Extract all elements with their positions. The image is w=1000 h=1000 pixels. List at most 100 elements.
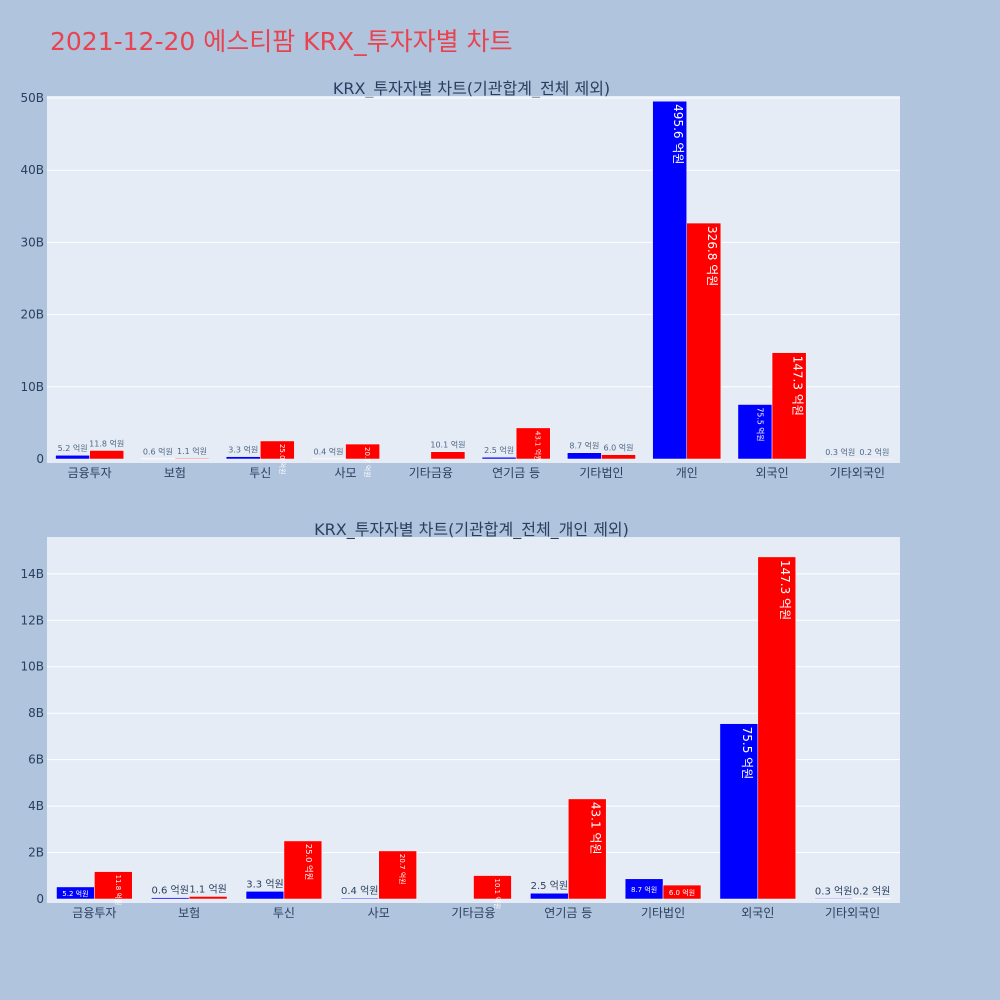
- data-label: 3.3 억원: [246, 878, 283, 890]
- y-tick-label: 20B: [20, 308, 44, 322]
- x-tick-label: 기타법인: [579, 466, 623, 480]
- data-label: 75.5 억원: [740, 727, 754, 780]
- data-label: 8.7 억원: [631, 885, 657, 894]
- bar: [568, 798, 607, 900]
- y-tick-label: 4B: [28, 799, 44, 813]
- bar: [737, 404, 773, 460]
- bar: [601, 454, 636, 460]
- bar: [378, 850, 417, 900]
- data-label: 10.1 억원: [430, 440, 465, 450]
- bar: [174, 457, 210, 460]
- data-label: 25.0 억원: [278, 444, 287, 475]
- bar: [89, 450, 125, 460]
- data-label: 495.6 억원: [671, 104, 685, 164]
- x-tick-label: 금융투자: [72, 906, 116, 920]
- bar: [757, 556, 796, 900]
- bar: [225, 456, 261, 460]
- data-label: 147.3 억원: [790, 356, 804, 416]
- plot-area: [47, 96, 900, 463]
- data-label: 20.7 억원: [398, 854, 407, 885]
- data-label: 6.0 억원: [604, 443, 634, 453]
- x-tick-label: 기타금융: [451, 906, 495, 920]
- data-label: 43.1 억원: [588, 802, 602, 855]
- data-label: 0.4 억원: [313, 447, 343, 457]
- x-tick-label: 사모: [335, 466, 357, 480]
- x-tick-label: 보험: [164, 466, 186, 480]
- data-label: 25.0 억원: [304, 844, 314, 880]
- data-label: 5.2 억원: [62, 889, 88, 898]
- x-tick-label: 사모: [368, 906, 390, 920]
- x-tick-label: 외국인: [755, 466, 788, 480]
- bar: [345, 443, 380, 460]
- bar: [94, 871, 133, 900]
- x-tick-label: 개인: [676, 466, 698, 480]
- bar: [567, 452, 602, 460]
- x-tick-label: 기타외국인: [830, 466, 885, 480]
- data-label: 20.7 억원: [363, 447, 372, 478]
- bar: [151, 897, 190, 900]
- data-label: 75.5 억원: [756, 407, 766, 441]
- y-tick-label: 10B: [20, 660, 44, 674]
- y-tick-label: 30B: [20, 235, 44, 249]
- data-label: 0.3 억원: [825, 447, 855, 457]
- chart-title: KRX_투자자별 차트(기관합계_전체_개인 제외): [314, 520, 629, 540]
- bar: [260, 440, 295, 460]
- x-tick-label: 기타금융: [409, 466, 453, 480]
- page-title: 2021-12-20 에스티팜 KRX_투자자별 차트: [50, 27, 513, 56]
- data-label: 43.1 억원: [534, 431, 543, 462]
- bar: [340, 897, 379, 900]
- bar: [245, 891, 285, 900]
- bar: [652, 100, 688, 460]
- y-tick-label: 40B: [20, 163, 44, 177]
- bar: [515, 427, 551, 460]
- y-tick-label: 14B: [20, 567, 44, 581]
- chart-2: KRX_투자자별 차트(기관합계_전체_개인 제외) 0 2B 4B 6B 8B 10B 12…: [20, 520, 900, 920]
- data-label: 0.6 억원: [143, 447, 173, 457]
- data-label: 8.7 억원: [569, 441, 599, 451]
- y-tick-label: 6B: [28, 753, 44, 767]
- data-label: 0.6 억원: [151, 885, 188, 897]
- x-tick-label: 외국인: [741, 906, 774, 920]
- y-tick-label: 12B: [20, 613, 44, 627]
- x-tick-label: 기타외국인: [825, 906, 880, 920]
- x-tick-label: 금융투자: [68, 466, 112, 480]
- bar: [814, 898, 853, 900]
- data-label: 1.1 억원: [189, 883, 226, 895]
- bar: [283, 840, 323, 900]
- bar: [530, 892, 569, 900]
- data-label: 0.4 억원: [341, 885, 378, 897]
- y-tick-label: 8B: [28, 706, 44, 720]
- data-label: 0.3 억원: [815, 885, 852, 897]
- chart-1: KRX_투자자별 차트(기관합계_전체 제외) 0 10B 20B 30B 40B 50B 금…: [20, 79, 900, 480]
- y-tick-label: 0: [36, 452, 44, 466]
- bar: [719, 723, 759, 900]
- bar: [686, 222, 722, 460]
- x-tick-label: 보험: [178, 906, 200, 920]
- x-tick-label: 투신: [249, 466, 271, 480]
- bar: [188, 896, 228, 900]
- data-label: 6.0 억원: [669, 888, 695, 897]
- bar: [771, 352, 807, 460]
- y-tick-label: 10B: [20, 380, 44, 394]
- x-tick-label: 연기금 등: [544, 906, 592, 920]
- bar: [430, 451, 466, 460]
- data-label: 2.5 억원: [531, 880, 568, 892]
- bar: [473, 875, 512, 900]
- data-label: 0.2 억원: [853, 886, 890, 898]
- bar: [481, 456, 517, 460]
- data-label: 0.2 억원: [859, 447, 889, 457]
- data-label: 3.3 억원: [228, 445, 258, 455]
- data-label: 2.5 억원: [484, 445, 514, 455]
- data-label: 11.8 억원: [114, 875, 123, 906]
- data-label: 10.1 억원: [493, 879, 502, 910]
- x-tick-label: 연기금 등: [492, 466, 540, 480]
- data-label: 326.8 억원: [705, 226, 719, 286]
- x-tick-label: 기타법인: [641, 906, 685, 920]
- y-tick-label: 0: [36, 892, 44, 906]
- data-label: 1.1 억원: [177, 446, 207, 456]
- data-label: 5.2 억원: [58, 443, 88, 453]
- x-tick-label: 투신: [273, 906, 295, 920]
- bar: [662, 884, 702, 900]
- data-label: 11.8 억원: [89, 438, 124, 448]
